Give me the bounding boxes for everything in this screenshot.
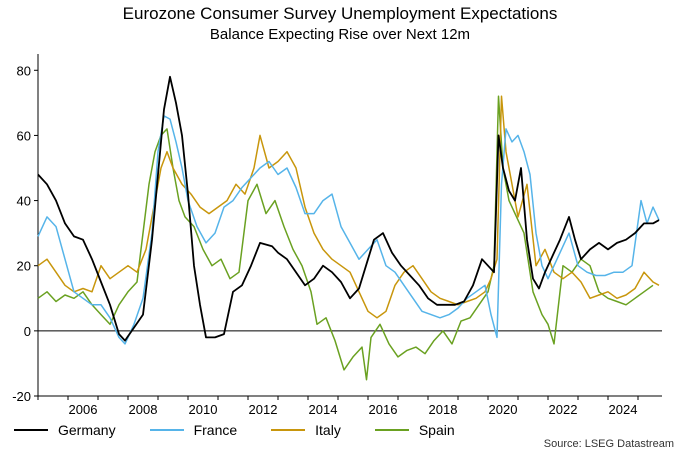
series-line-germany	[37, 75, 660, 342]
legend-item-spain: Spain	[374, 422, 455, 438]
x-tick-label: 2006	[69, 402, 98, 417]
legend-item-italy: Italy	[271, 422, 341, 438]
x-tick-label: 2024	[609, 402, 638, 417]
legend-label: Germany	[58, 422, 116, 438]
x-tick-label: 2008	[129, 402, 158, 417]
series-line-italy	[37, 95, 660, 319]
x-tick-label: 2012	[249, 402, 278, 417]
y-tick-label: 0	[24, 324, 31, 339]
x-tick-label: 2014	[309, 402, 338, 417]
legend-label: France	[193, 422, 238, 438]
legend-swatch	[14, 429, 48, 431]
y-tick-label: 20	[17, 259, 31, 274]
series-layer	[37, 75, 660, 381]
y-tick-label: 40	[17, 194, 31, 209]
x-tick-label: 2020	[489, 402, 518, 417]
y-tick-label: -20	[12, 389, 31, 404]
legend-item-france: France	[149, 422, 238, 438]
x-tick-label: 2016	[369, 402, 398, 417]
source-note: Source: LSEG Datastream	[543, 438, 674, 450]
legend-swatch	[271, 429, 306, 431]
axes: -20 0 20 40 60 80 2006 2008 2010 2012 2014 2016 2018…	[12, 54, 662, 417]
legend: Germany France Italy Spain	[14, 422, 489, 438]
x-tick-label: 2022	[549, 402, 578, 417]
legend-label: Italy	[315, 422, 341, 438]
y-tick-label: 80	[17, 63, 31, 78]
y-tick-label: 60	[17, 128, 31, 143]
chart-title: Eurozone Consumer Survey Unemployment Ex…	[122, 4, 558, 23]
chart-subtitle: Balance Expecting Rise over Next 12m	[209, 26, 471, 43]
legend-item-germany: Germany	[14, 422, 116, 438]
series-line-france	[37, 115, 660, 345]
x-tick-label: 2010	[189, 402, 218, 417]
legend-label: Spain	[418, 422, 455, 438]
legend-swatch	[149, 429, 184, 431]
x-tick-label: 2018	[429, 402, 458, 417]
legend-swatch	[374, 429, 409, 431]
series-line-spain	[37, 95, 654, 381]
